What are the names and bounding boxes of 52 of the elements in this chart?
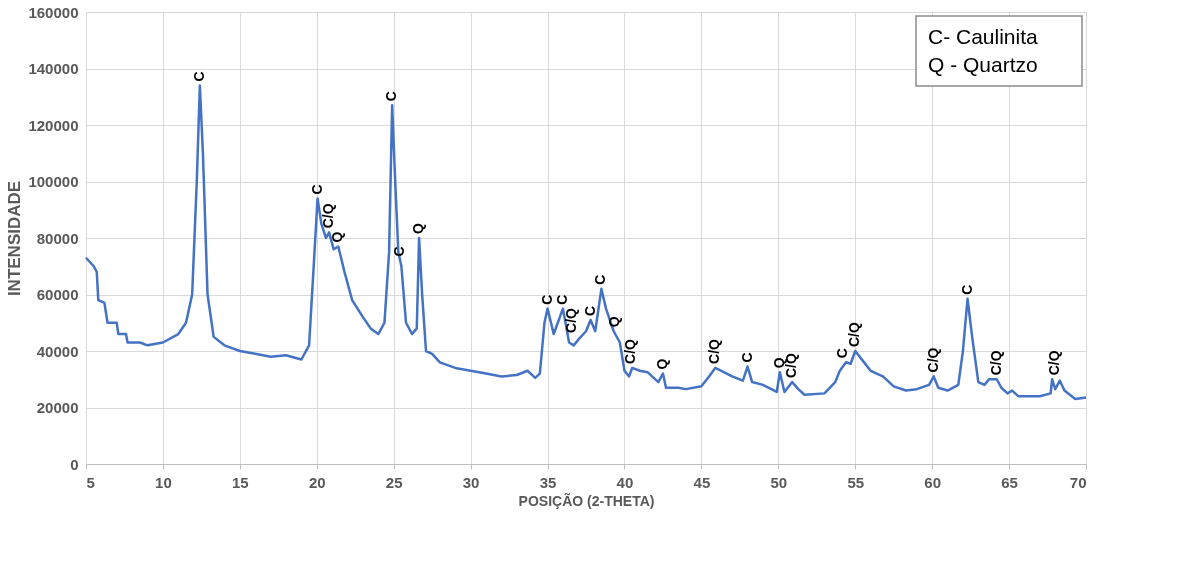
x-tick-label: 20 [308,473,326,491]
annotation: C [581,305,598,316]
y-tick-label: 20000 [36,399,79,416]
annotation: C [308,184,325,195]
x-tick-label: 70 [1069,473,1087,491]
annotation: C/Q [621,338,638,364]
annotation: C/Q [706,338,723,364]
x-tick-label: 60 [924,473,941,491]
annotation: C [383,91,400,102]
annotation: Q [653,358,670,370]
annotation: C/Q [1046,350,1063,376]
annotation: C/Q [320,203,337,229]
annotation: Q [329,231,346,243]
annotation: Q [606,316,623,328]
x-tick-label: 30 [462,473,480,491]
x-axis-title: POSIÇÃO (2-THETA) [518,491,655,509]
annotation: C/Q [846,322,863,347]
annotation: C/Q [563,307,580,333]
x-tick-label: 35 [539,473,557,491]
y-tick-label: 100000 [28,173,79,190]
y-tick-label: 160000 [28,3,79,21]
annotation: C [553,294,570,305]
annotation: Q [770,357,787,369]
annotation: C/Q [924,347,941,373]
line-series [84,84,1088,401]
x-tick-label: 50 [770,473,788,491]
annotation: C [538,294,555,305]
y-tick-label: 80000 [36,229,79,247]
annotation: C [833,348,850,359]
x-tick-label: 25 [385,473,403,491]
annotation: C/Q [987,350,1004,376]
y-tick-label: 140000 [28,60,79,77]
annotation: C [592,274,609,285]
x-tick-label: 10 [155,473,172,491]
annotation: C [738,352,755,363]
x-tick-label: 65 [1001,473,1018,491]
y-tick-label: 40000 [36,342,79,360]
y-axis-title: INTENSIDADE [5,180,25,297]
annotation: C [190,71,207,82]
y-tick-label: 120000 [28,116,79,134]
x-tick-label: 5 [86,473,95,491]
annotation: Q [410,223,427,234]
annotation: C [390,246,407,257]
annotation: C- Caulinita [928,25,1039,48]
y-tick-label: 60000 [36,286,79,303]
x-tick-label: 40 [616,473,634,491]
annotation: Q - Quartzo [928,53,1038,76]
x-tick-label: 15 [232,473,249,491]
annotation: C [958,284,975,295]
x-tick-label: 45 [693,473,711,491]
y-tick-label: 0 [70,455,79,473]
x-tick-label: 55 [847,473,865,491]
